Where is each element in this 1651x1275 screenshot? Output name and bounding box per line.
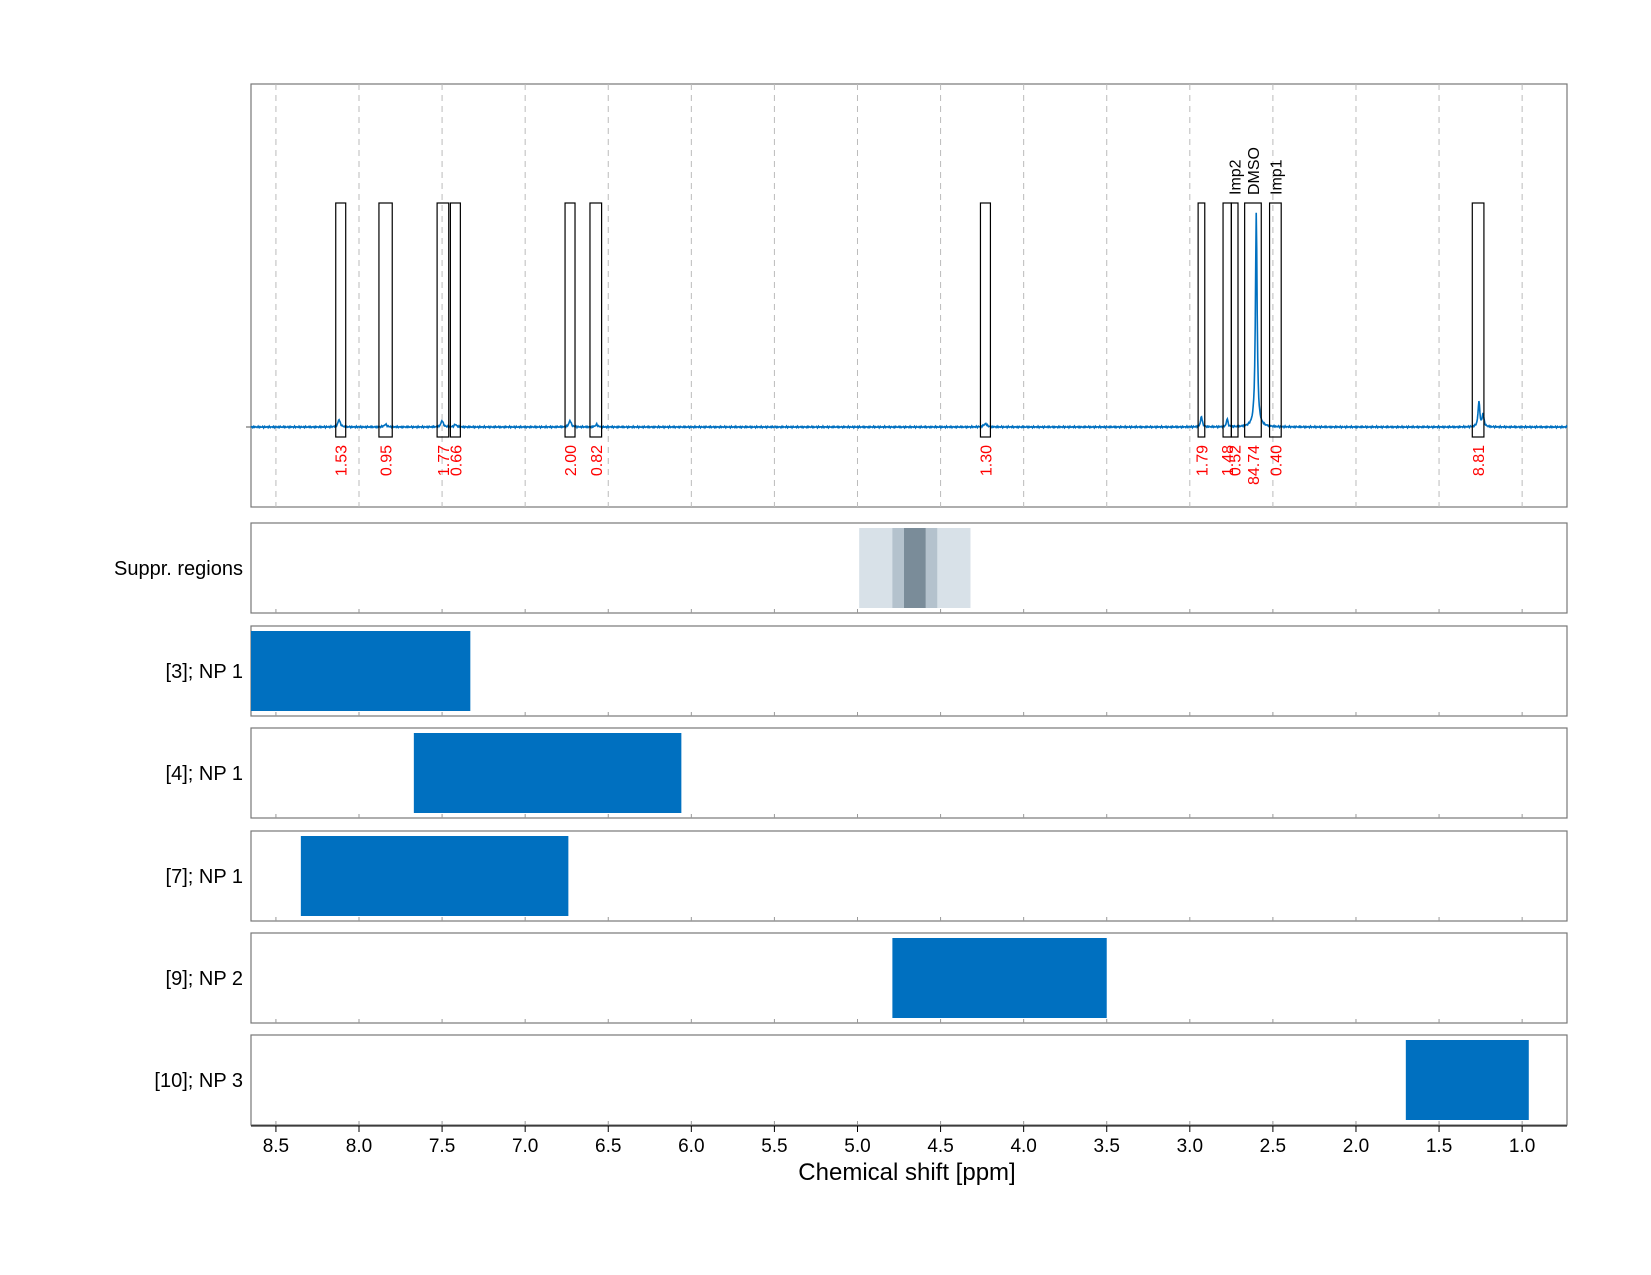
- spectrum-panel: 1.53 0.95 1.770.66 2.00 0.82 1.30 1.79 1.480.52…: [246, 83, 1568, 508]
- peak-assignment-label: Imp1: [1268, 159, 1285, 195]
- x-tick-label: 2.0: [1343, 1136, 1369, 1157]
- x-tick-label: 7.5: [429, 1136, 455, 1157]
- x-tick-label: 4.0: [1010, 1136, 1036, 1157]
- integral-value-label: 1.77: [436, 445, 453, 476]
- track-label: [9]; NP 2: [166, 968, 243, 990]
- integration-region-box: [1244, 202, 1262, 438]
- integration-region-box: [449, 202, 461, 438]
- peak-assignment-label: Imp2: [1228, 159, 1245, 195]
- integral-value-label: 0.95: [379, 445, 396, 476]
- x-tick-label: 5.0: [844, 1136, 870, 1157]
- region-tracks: Suppr. regions [3]; NP 1 [4]; NP 1 [7]; NP …: [114, 522, 1568, 1126]
- x-tick-label: 2.5: [1260, 1136, 1286, 1157]
- integration-region-box: [1471, 202, 1485, 438]
- x-tick-label: 1.0: [1509, 1136, 1535, 1157]
- integration-region-box: [436, 202, 450, 438]
- integral-value-label: 0.40: [1268, 445, 1285, 476]
- integral-value-label: 84.74: [1246, 445, 1263, 485]
- integration-region-box: [564, 202, 576, 438]
- x-axis: 8.5 8.0 7.5 7.0 6.5 6.0 5.5 5.0 4.5 4.0 3.5 3.0 2.5 2…: [251, 1125, 1567, 1157]
- x-tick-label: 6.5: [595, 1136, 621, 1157]
- integration-region-box: [979, 202, 992, 438]
- track-label: [4]; NP 1: [166, 763, 243, 785]
- integration-region-box: [335, 202, 347, 438]
- integral-value-label: 1.48: [1220, 445, 1237, 476]
- spectrum-line: [250, 212, 1568, 430]
- x-tick-label: 1.5: [1426, 1136, 1452, 1157]
- integral-value-label: 0.82: [589, 445, 606, 476]
- integral-value-label: 1.30: [978, 445, 995, 476]
- integration-region-box: [1230, 202, 1239, 438]
- x-tick-label: 3.0: [1177, 1136, 1203, 1157]
- peak-assignment-label: DMSO: [1246, 147, 1263, 195]
- integration-region-box: [1268, 202, 1282, 438]
- x-tick-label: 7.0: [512, 1136, 538, 1157]
- x-tick-label: 4.5: [927, 1136, 953, 1157]
- integral-value-label: 1.79: [1194, 445, 1211, 476]
- range-bar: [413, 733, 682, 813]
- range-bar: [1405, 1040, 1529, 1120]
- x-tick-label: 8.5: [263, 1136, 289, 1157]
- suppression-band: [904, 528, 926, 608]
- integral-value-label: 0.66: [448, 445, 465, 476]
- x-axis-label: Chemical shift [ppm]: [798, 1159, 1015, 1186]
- range-bar: [892, 938, 1107, 1018]
- track-frame: [250, 625, 1568, 717]
- spectrum-frame: [250, 83, 1568, 508]
- x-tick-label: 5.5: [761, 1136, 787, 1157]
- integral-value-label: 2.00: [563, 445, 580, 476]
- range-bar: [300, 836, 569, 916]
- x-tick-label: 6.0: [678, 1136, 704, 1157]
- track-frame: [250, 1034, 1568, 1126]
- integration-region-box: [1197, 202, 1206, 438]
- integration-region-box: [378, 202, 393, 438]
- track-label: [10]; NP 3: [154, 1070, 243, 1092]
- x-tick-label: 8.0: [346, 1136, 372, 1157]
- track-label: Suppr. regions: [114, 558, 243, 580]
- integral-value-label: 1.53: [334, 445, 351, 476]
- track-label: [7]; NP 1: [166, 866, 243, 888]
- track-label: [3]; NP 1: [166, 661, 243, 683]
- integral-value-label: 8.81: [1471, 445, 1488, 476]
- x-tick-label: 3.5: [1094, 1136, 1120, 1157]
- range-bar: [251, 631, 471, 711]
- integration-region-box: [589, 202, 603, 438]
- integral-value-label: 0.52: [1228, 445, 1245, 476]
